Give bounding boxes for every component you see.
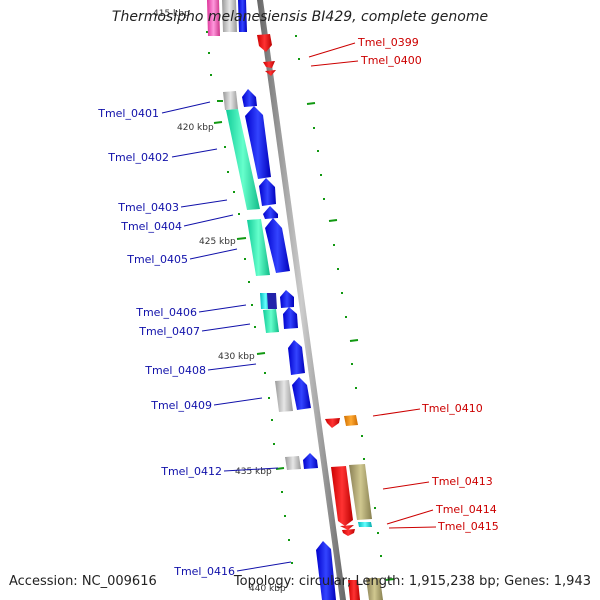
kbp-label: 420 kbp [177,123,214,133]
gene-pink-top [207,0,220,36]
gene-tmel-0406 [280,290,294,308]
gene-label-tmel-0410: Tmel_0410 [421,402,483,415]
gene-features [207,0,383,600]
gene-tmel-0405 [265,218,290,273]
gene-tmel-0404 [263,206,278,219]
gene-tmel-0400b [265,70,276,76]
gene-tmel-0412 [303,453,318,469]
tick-mark [236,237,247,240]
gene-khaki-0413 [349,464,372,520]
forward-gene-labels: Tmel_0401 Tmel_0402 Tmel_0403 Tmel_0404 … [97,101,292,578]
gene-tmel-0402 [245,106,271,179]
gene-khaki-bottom [366,578,383,600]
gene-label-tmel-0408: Tmel_0408 [144,364,206,377]
gene-label-tmel-0415: Tmel_0415 [437,520,499,533]
genome-backbone [257,0,346,600]
gene-teal-0407 [263,309,279,333]
label-leader [382,481,430,490]
label-leader [201,323,251,332]
label-leader [236,561,292,572]
gene-tmel-0409 [292,377,311,410]
topology-text: Topology: circular; Length: 1,915,238 bp… [233,574,591,589]
gene-grey-0412 [285,456,301,470]
kbp-label: 415 kbp [153,9,190,19]
gene-tmel-0414 [340,525,354,530]
label-leader [213,397,263,406]
label-leader [308,42,356,58]
label-leader [183,214,234,227]
kbp-label: 435 kbp [235,467,272,477]
gene-label-tmel-0406: Tmel_0406 [135,306,197,319]
gene-label-tmel-0401: Tmel_0401 [97,107,159,120]
gene-tmel-0408 [288,340,305,375]
kbp-label: 430 kbp [218,352,255,362]
label-leader [180,199,228,208]
gene-tmel-0415 [342,529,355,536]
gc-skew-ticks [206,31,395,581]
gene-tmel-0413 [331,466,353,526]
tick-mark [328,219,338,222]
gene-label-tmel-0413: Tmel_0413 [431,475,493,488]
gene-blue-top [238,0,247,32]
label-leader [161,101,211,114]
tick-mark [306,102,316,105]
gene-grey-0401 [223,91,238,110]
gene-orange-0410 [344,415,358,426]
gene-tmel-0399 [257,34,272,52]
kbp-label: 425 kbp [199,237,236,247]
gene-tmel-0400 [263,61,275,68]
gene-tmel-0401 [242,89,257,107]
tick-mark [275,467,285,470]
gene-red-bottom [348,580,360,600]
gene-label-tmel-0405: Tmel_0405 [126,253,188,266]
gene-tmel-0407 [283,307,298,329]
label-leader [198,304,247,313]
gene-label-tmel-0416: Tmel_0416 [173,565,235,578]
gene-teal-0405 [247,219,270,276]
tick-mark [349,339,359,342]
gene-grey-0409 [275,380,293,412]
gene-grey-top [222,0,237,32]
label-leader [310,60,359,67]
label-leader [386,509,434,525]
tick-mark [213,121,223,124]
reverse-gene-labels: Tmel_0399 Tmel_0400 Tmel_0410 Tmel_0413 … [308,36,499,533]
accession-text: Accession: NC_009616 [9,574,157,589]
label-leader [388,526,437,529]
gene-label-tmel-0400: Tmel_0400 [360,54,422,67]
gene-teal-0402 [226,109,260,210]
gene-label-tmel-0404: Tmel_0404 [120,220,182,233]
gene-label-tmel-0402: Tmel_0402 [107,151,169,164]
gene-label-tmel-0409: Tmel_0409 [150,399,212,412]
gene-label-tmel-0403: Tmel_0403 [117,201,179,214]
label-leader [223,467,279,472]
label-leader [372,408,421,417]
gene-tmel-0416 [316,541,336,600]
kbp-scale-labels: 415 kbp 420 kbp 425 kbp 430 kbp 435 kbp … [153,9,286,594]
tick-mark [385,578,395,581]
gene-label-tmel-0412: Tmel_0412 [160,465,222,478]
label-leader [171,148,218,158]
gene-navy-0406 [267,293,277,309]
label-leader [189,248,238,260]
gene-label-tmel-0399: Tmel_0399 [357,36,419,49]
gene-tmel-0410 [325,418,340,428]
gene-label-tmel-0414: Tmel_0414 [435,503,497,516]
label-leader [207,363,257,371]
gene-tmel-0403 [259,178,276,206]
tick-mark [256,352,266,355]
figure-title: Thermosipho melanesiensis BI429, complet… [111,9,489,25]
kbp-label: 440 kbp [249,584,286,594]
gene-label-tmel-0407: Tmel_0407 [138,325,200,338]
gene-cyan-0415 [358,522,372,527]
